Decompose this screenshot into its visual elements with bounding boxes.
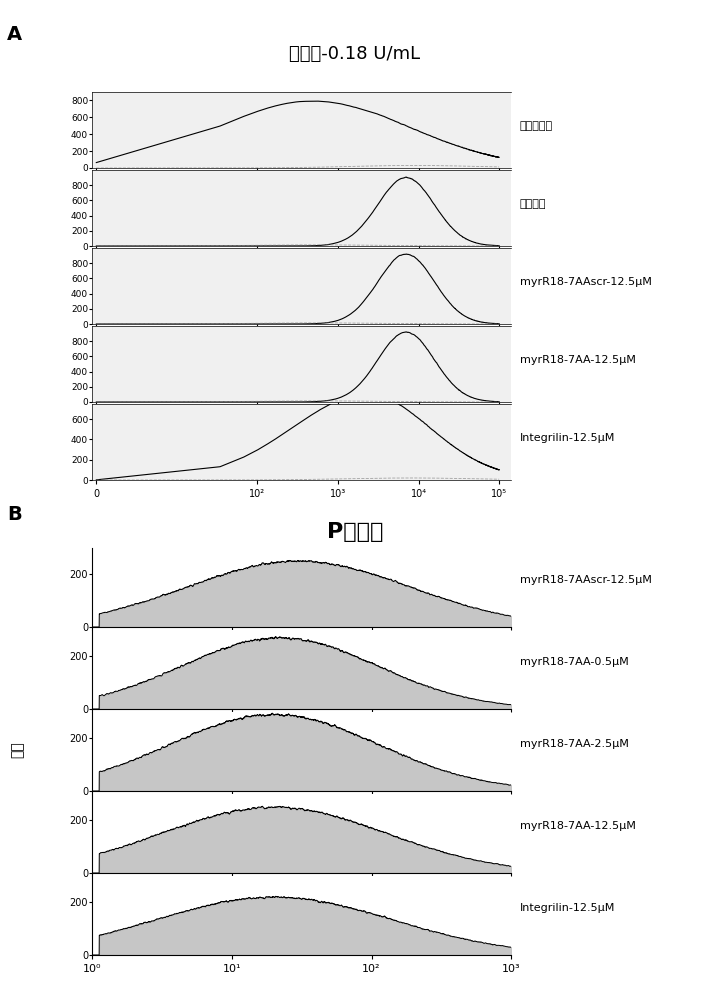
Text: myrR18-7AAscr-12.5μM: myrR18-7AAscr-12.5μM [520,277,652,287]
Text: P选择素: P选择素 [327,522,383,542]
Text: Integrilin-12.5μM: Integrilin-12.5μM [520,433,615,443]
Text: myrR18-7AA-2.5μM: myrR18-7AA-2.5μM [520,739,628,749]
Text: 凝血酶-0.18 U/mL: 凝血酶-0.18 U/mL [290,45,420,63]
Text: Integrilin-12.5μM: Integrilin-12.5μM [520,903,615,913]
Text: A: A [7,25,22,44]
Text: myrR18-7AAscr-12.5μM: myrR18-7AAscr-12.5μM [520,575,652,585]
Text: B: B [7,505,22,524]
Text: 计数: 计数 [11,742,25,758]
Text: myrR18-7AA-12.5μM: myrR18-7AA-12.5μM [520,355,635,365]
Text: 对照激活: 对照激活 [520,199,546,209]
Text: myrR18-7AA-12.5μM: myrR18-7AA-12.5μM [520,821,635,831]
Text: myrR18-7AA-0.5μM: myrR18-7AA-0.5μM [520,657,628,667]
Text: 对照未激活: 对照未激活 [520,121,552,131]
